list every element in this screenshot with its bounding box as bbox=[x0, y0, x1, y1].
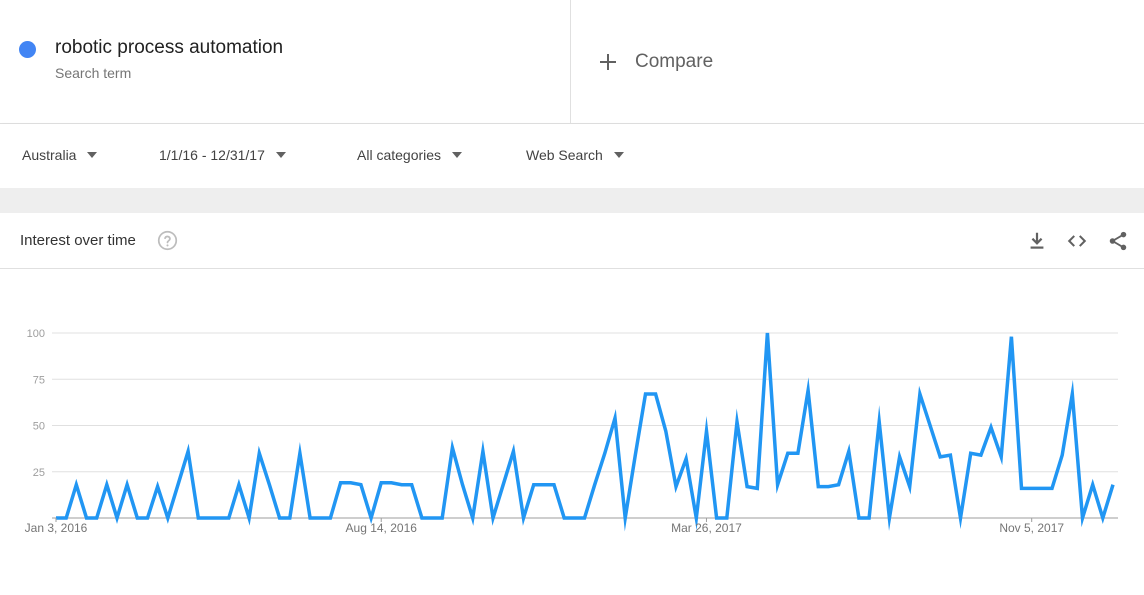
x-tick-label: Aug 14, 2016 bbox=[346, 521, 418, 535]
compare-button[interactable]: Compare bbox=[572, 0, 1144, 123]
x-tick-label: Nov 5, 2017 bbox=[999, 521, 1064, 535]
y-tick-label: 100 bbox=[27, 328, 45, 340]
card-title: Interest over time bbox=[20, 232, 136, 249]
search-term-sublabel: Search term bbox=[55, 65, 132, 81]
x-tick-label: Jan 3, 2016 bbox=[25, 521, 88, 535]
help-icon[interactable] bbox=[157, 230, 178, 251]
y-tick-label: 75 bbox=[33, 374, 45, 386]
y-tick-label: 25 bbox=[33, 467, 45, 479]
chevron-down-icon bbox=[452, 152, 463, 158]
chevron-down-icon bbox=[275, 152, 286, 158]
search-term-bar: robotic process automation Search term C… bbox=[0, 0, 1144, 124]
search-type-value: Web Search bbox=[526, 147, 603, 163]
chevron-down-icon bbox=[87, 152, 98, 158]
filter-bar: Australia 1/1/16 - 12/31/17 All categori… bbox=[0, 124, 1144, 188]
search-term-label[interactable]: robotic process automation bbox=[55, 37, 284, 58]
embed-icon[interactable] bbox=[1066, 230, 1088, 252]
interest-over-time-header: Interest over time bbox=[0, 213, 1144, 269]
download-icon[interactable] bbox=[1026, 230, 1048, 252]
x-tick-label: Mar 26, 2017 bbox=[671, 521, 742, 535]
region-dropdown[interactable]: Australia bbox=[22, 147, 98, 163]
term-color-dot-icon bbox=[19, 41, 36, 58]
share-icon[interactable] bbox=[1107, 230, 1129, 252]
compare-label: Compare bbox=[635, 51, 714, 72]
search-type-dropdown[interactable]: Web Search bbox=[526, 147, 624, 163]
category-value: All categories bbox=[357, 147, 442, 163]
chevron-down-icon bbox=[613, 152, 624, 158]
section-divider bbox=[0, 188, 1144, 213]
y-tick-label: 50 bbox=[33, 421, 45, 433]
search-term-card[interactable]: robotic process automation Search term bbox=[0, 0, 571, 123]
plus-icon bbox=[600, 54, 616, 70]
date-range-dropdown[interactable]: 1/1/16 - 12/31/17 bbox=[159, 147, 286, 163]
interest-over-time-chart: 100 75 50 25 Jan 3, 2016 Aug 14, 2016 Mar 26, … bbox=[25, 328, 1118, 535]
category-dropdown[interactable]: All categories bbox=[357, 147, 463, 163]
date-range-value: 1/1/16 - 12/31/17 bbox=[159, 147, 265, 163]
region-value: Australia bbox=[22, 147, 77, 163]
series-line bbox=[56, 332, 1115, 532]
